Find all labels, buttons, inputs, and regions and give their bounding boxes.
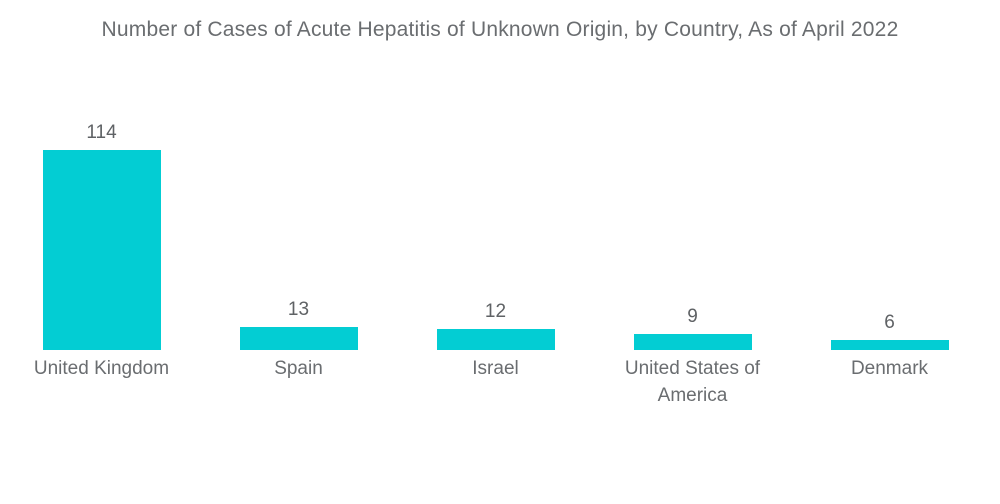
bar-denmark [830, 339, 949, 350]
bar-value-label: 9 [687, 306, 698, 328]
plot-area: 114 13 12 9 6 [3, 44, 993, 350]
bar-column-israel: 12 [397, 301, 594, 350]
x-axis-label-israel: Israel [472, 358, 519, 379]
bar-column-denmark: 6 [791, 311, 988, 350]
bar-spain [239, 327, 358, 350]
bar-value-label: 6 [884, 311, 895, 333]
bar-israel [436, 328, 555, 350]
bar-value-label: 114 [86, 122, 117, 143]
x-axis-label-united-states: United States of America [624, 358, 761, 406]
x-axis-label-united-kingdom: United Kingdom [33, 358, 170, 379]
x-axis-label-denmark: Denmark [850, 358, 929, 379]
x-axis-label-spain: Spain [274, 358, 323, 379]
bar-column-united-kingdom: 114 [3, 122, 200, 350]
bar-column-united-states: 9 [594, 306, 791, 350]
bar-united-states [633, 334, 752, 350]
bar-column-spain: 13 [200, 299, 397, 350]
bar-value-label: 13 [287, 299, 310, 321]
chart-title: Number of Cases of Acute Hepatitis of Un… [101, 18, 899, 41]
bar-value-label: 12 [484, 300, 507, 322]
bar-united-kingdom [42, 150, 161, 350]
x-axis-labels: United Kingdom Spain Israel United State… [3, 356, 993, 409]
